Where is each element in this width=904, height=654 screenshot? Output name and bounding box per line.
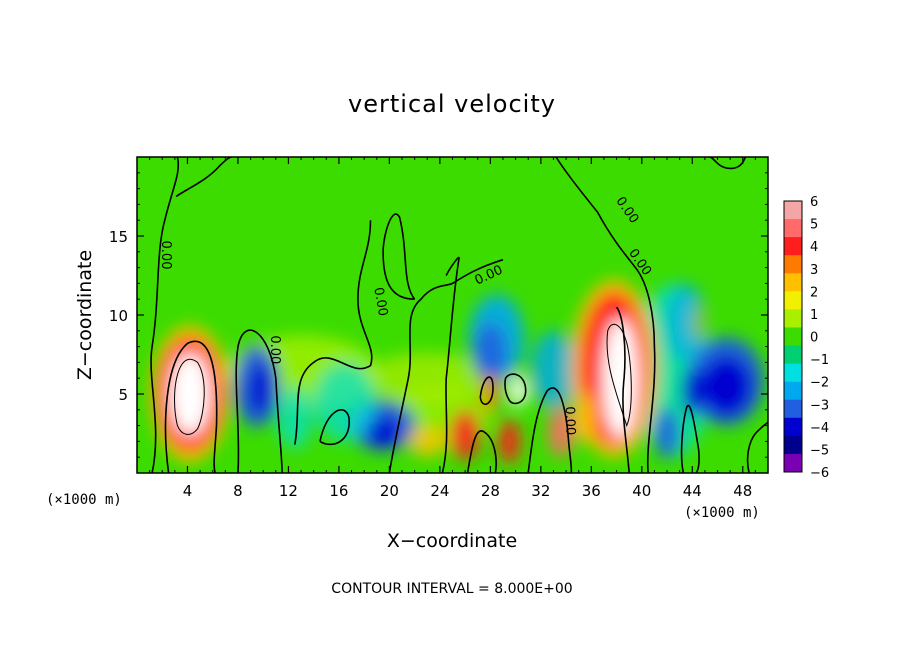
x-tick-label: 20: [380, 482, 399, 500]
x-tick-label: 48: [733, 482, 752, 500]
colorbar-swatch: [784, 309, 802, 328]
colorbar-label: −1: [810, 353, 829, 368]
contour-line: [527, 387, 573, 473]
velocity-blob: [509, 375, 527, 407]
velocity-blob: [497, 419, 521, 464]
colorbar-label: 0: [810, 331, 818, 346]
x-tick-label: 28: [481, 482, 500, 500]
x-tick-label: 24: [430, 482, 449, 500]
x-tick-label: 32: [531, 482, 550, 500]
colorbar-label: 6: [810, 195, 818, 210]
contour-line: [175, 157, 232, 198]
x-axis: 4 8 12 16 20 24 28 32 36 40 44 48: [149, 157, 756, 500]
contour-label: 0.00: [370, 286, 390, 317]
x-axis-label: X−coordinate: [387, 530, 517, 552]
velocity-blob: [365, 416, 401, 448]
x-tick-label: 4: [183, 482, 193, 500]
colorbar-swatch: [784, 255, 802, 274]
velocity-blob: [573, 392, 597, 443]
colorbar-label: 2: [810, 285, 818, 300]
colorbar-swatch: [784, 201, 802, 220]
velocity-blob: [277, 386, 313, 450]
velocity-blob: [602, 318, 639, 439]
colorbar-label: −4: [810, 421, 829, 436]
contour-line: [680, 404, 700, 473]
colorbar-swatch: [784, 417, 802, 437]
colorbar-swatch: [784, 219, 802, 238]
contour-line-inner: [174, 359, 205, 435]
colorbar-swatch: [784, 291, 802, 310]
colorbar-swatch: [784, 381, 802, 401]
plot-area: 0.000.000.000.00 0.000.000.00: [137, 157, 768, 473]
velocity-blob: [473, 322, 507, 387]
colorbar-swatch: [784, 237, 802, 256]
velocity-blob: [548, 406, 574, 458]
velocity-blob: [169, 352, 211, 436]
y-axis-label: Z−coordinate: [74, 250, 96, 380]
contour-label: 0.00: [562, 406, 578, 435]
contour-line: [746, 421, 768, 473]
velocity-blob: [682, 367, 703, 415]
x-tick-label: 36: [582, 482, 601, 500]
colorbar-label: −2: [810, 376, 829, 391]
velocity-blob: [665, 283, 707, 363]
y-axis: 5 10 15: [109, 172, 768, 458]
colorbar-label: 4: [810, 240, 818, 255]
contour-line: [479, 376, 494, 405]
colorbar-swatch: [784, 435, 802, 455]
colorbar-label: −5: [810, 443, 829, 458]
contour-label: 0.00: [267, 335, 282, 364]
colorbar-label: −6: [810, 466, 829, 481]
velocity-blob: [530, 330, 577, 410]
x-unit-right: (×1000 m): [684, 505, 760, 521]
colorbar-swatch: [784, 363, 802, 383]
y-tick-label: 5: [118, 386, 128, 404]
contour-line: [466, 430, 497, 473]
y-tick-label: 15: [109, 228, 128, 246]
colorbar-frame: [783, 200, 803, 473]
y-tick-label: 10: [109, 307, 128, 325]
x-unit-left: (×1000 m): [46, 492, 122, 508]
contour-line: [150, 157, 180, 473]
colorbar-swatch: [784, 327, 802, 347]
x-tick-label: 8: [233, 482, 243, 500]
colorbar-swatch: [784, 453, 802, 473]
colorbar-swatch: [784, 273, 802, 292]
contour-line: [235, 329, 283, 473]
colorbar-swatch: [784, 345, 802, 365]
contour-line: [382, 213, 416, 300]
contour-line: [555, 157, 656, 473]
contour-interval-note: CONTOUR INTERVAL = 8.000E+00: [331, 581, 572, 597]
contour-label: 0.00: [158, 241, 173, 270]
colorbar: 6 5 4 3 2 1 0 −1 −2 −3 −4 −5 −6: [783, 195, 829, 481]
colorbar-swatch: [784, 399, 802, 419]
chart-title: vertical velocity: [348, 90, 556, 118]
contour-line: [164, 340, 218, 473]
velocity-blob: [654, 408, 680, 459]
x-tick-label: 40: [632, 482, 651, 500]
contour-line: [294, 220, 373, 445]
contour-line: [504, 373, 527, 405]
zero-contours: [150, 157, 768, 473]
colorbar-label: 5: [810, 218, 818, 233]
contour-line: [388, 258, 504, 473]
colorbar-label: 3: [810, 263, 818, 278]
colorbar-label: −3: [810, 398, 829, 413]
velocity-blob: [313, 362, 377, 442]
velocity-blob: [701, 356, 752, 417]
x-tick-label: 16: [329, 482, 348, 500]
velocity-blob: [249, 363, 273, 415]
contour-line: [441, 256, 460, 473]
velocity-blob: [691, 303, 707, 342]
contour-line-inner: [606, 323, 632, 427]
velocity-blob: [408, 425, 447, 458]
contour-line: [319, 409, 350, 446]
contour-line: [615, 306, 630, 473]
x-tick-label: 44: [683, 482, 702, 500]
x-tick-label: 12: [279, 482, 298, 500]
colorbar-label: 1: [810, 308, 818, 323]
